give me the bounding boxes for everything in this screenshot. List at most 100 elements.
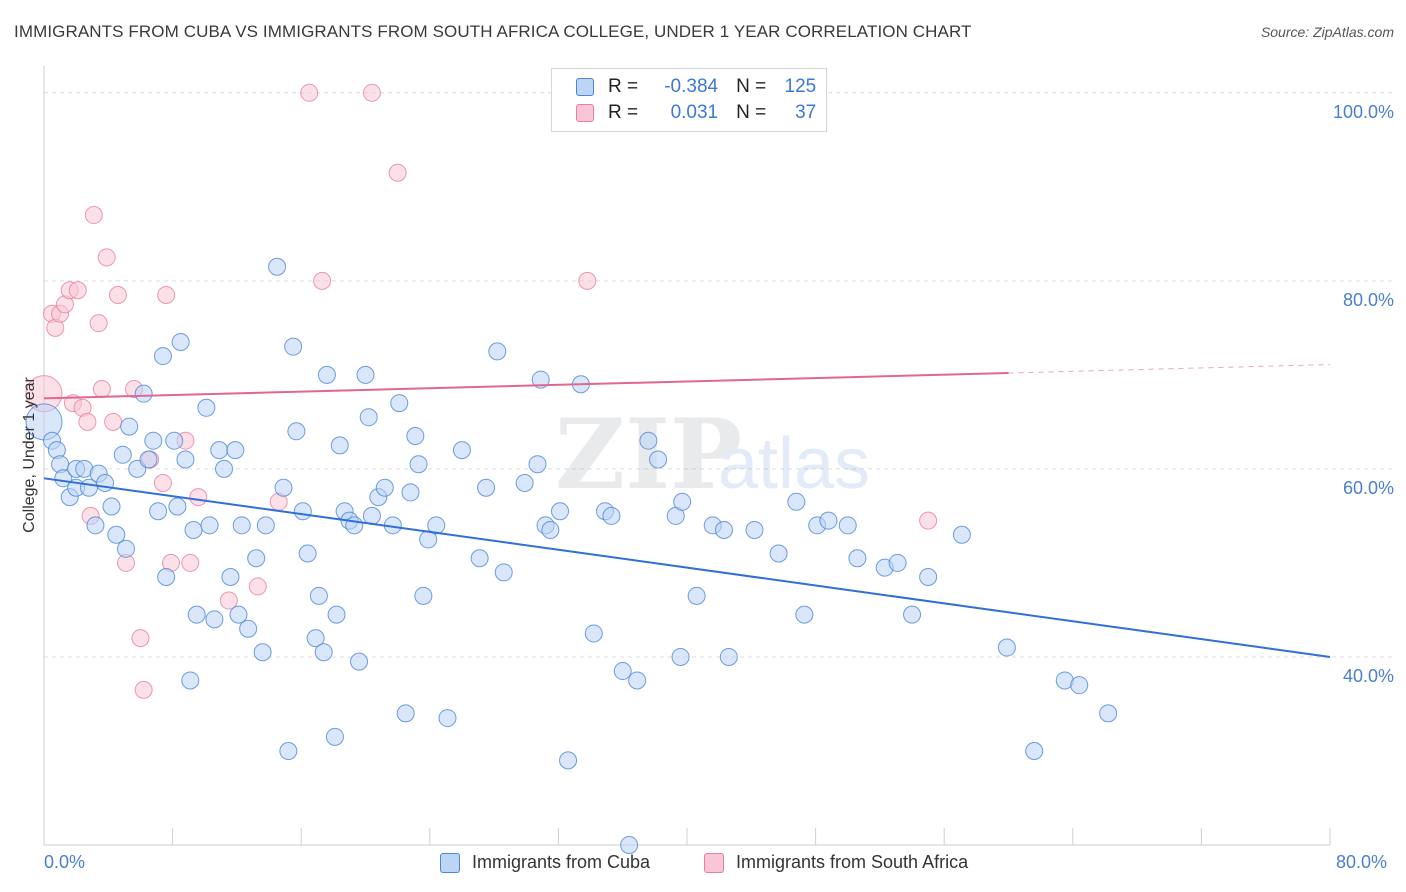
- cuba-point: [438, 709, 457, 728]
- cuba-point: [903, 605, 922, 624]
- south-africa-trend-extension: [1008, 364, 1331, 374]
- cuba-point: [787, 492, 806, 511]
- cuba-point: [401, 483, 420, 502]
- legend-n-label: N =: [736, 76, 767, 97]
- series-cuba: [25, 257, 1118, 854]
- legend-row-cuba: R = -0.384 N = 125: [576, 75, 816, 99]
- cuba-point: [200, 516, 219, 535]
- cuba-point: [113, 445, 132, 464]
- south-africa-point: [362, 83, 381, 102]
- south-africa-point: [92, 379, 111, 398]
- cuba-point: [620, 836, 639, 854]
- cuba-point: [848, 549, 867, 568]
- source-credit: Source: ZipAtlas.com: [1260, 24, 1394, 40]
- cuba-point: [205, 610, 224, 629]
- watermark: ZIP atlas: [555, 398, 870, 511]
- legend-r-value: -0.384: [664, 76, 719, 97]
- south-africa-point: [108, 285, 127, 304]
- south-africa-point: [388, 163, 407, 182]
- cuba-point: [390, 394, 409, 413]
- cuba-point: [714, 521, 733, 540]
- legend-label-cuba: Immigrants from Cuba: [472, 852, 651, 872]
- cuba-point: [584, 624, 603, 643]
- cuba-point: [226, 441, 245, 460]
- trend-lines: [43, 364, 1331, 658]
- cuba-point: [153, 347, 172, 366]
- cuba-point: [477, 478, 496, 497]
- south-africa-point: [89, 314, 108, 333]
- cuba-point: [171, 332, 190, 351]
- legend-item-cuba[interactable]: Immigrants from Cuba: [440, 852, 650, 873]
- watermark-zip: ZIP: [555, 398, 742, 511]
- south-africa-point: [97, 248, 116, 267]
- cuba-point: [551, 502, 570, 521]
- cuba-point: [325, 727, 344, 746]
- legend-item-south-africa[interactable]: Immigrants from South Africa: [704, 852, 968, 873]
- cuba-point: [176, 450, 195, 469]
- cuba-point: [221, 568, 240, 587]
- cuba-point: [769, 544, 788, 563]
- cuba-point: [229, 605, 248, 624]
- cuba-point: [157, 568, 176, 587]
- south-africa-point: [153, 474, 172, 493]
- chart-title: IMMIGRANTS FROM CUBA VS IMMIGRANTS FROM …: [14, 22, 972, 41]
- cuba-point: [284, 337, 303, 356]
- cuba-point: [1099, 704, 1118, 723]
- cuba-point: [356, 365, 375, 384]
- cuba-point: [210, 441, 229, 460]
- south-africa-point: [919, 511, 938, 530]
- cuba-point: [952, 525, 971, 544]
- cuba-point: [531, 370, 550, 389]
- cuba-point: [649, 450, 668, 469]
- y-tick-label: 60.0%: [1343, 478, 1394, 498]
- cuba-point: [116, 539, 135, 558]
- cuba-point: [298, 544, 317, 563]
- cuba-point: [414, 586, 433, 605]
- legend-swatch-cuba: [440, 852, 460, 873]
- south-africa-point: [300, 83, 319, 102]
- cuba-point: [215, 459, 234, 478]
- cuba-point: [256, 516, 275, 535]
- legend-r-label: R =: [608, 76, 639, 97]
- legend-r-value: 0.031: [670, 102, 719, 123]
- cuba-point: [139, 450, 158, 469]
- cuba-point: [253, 643, 272, 662]
- south-africa-point: [248, 577, 267, 596]
- legend-n-value: 125: [784, 76, 817, 97]
- cuba-point: [452, 441, 471, 460]
- south-africa-point: [78, 412, 97, 431]
- legend-swatch-south-africa: [576, 104, 594, 122]
- cuba-point: [187, 605, 206, 624]
- correlation-legend: R = -0.384 N = 125 R = 0.031 N = 37: [551, 68, 827, 132]
- cuba-point: [247, 549, 266, 568]
- south-africa-point: [68, 281, 87, 300]
- cuba-point: [232, 516, 251, 535]
- cuba-point: [287, 422, 306, 441]
- south-africa-point: [578, 271, 597, 290]
- cuba-point: [919, 568, 938, 587]
- axes: [43, 66, 1331, 846]
- legend-row-south-africa: R = 0.031 N = 37: [576, 101, 816, 125]
- cuba-point: [274, 478, 293, 497]
- cuba-point: [628, 671, 647, 690]
- cuba-point: [559, 751, 578, 770]
- cuba-point: [120, 417, 139, 436]
- y-tick-label: 100.0%: [1333, 102, 1394, 122]
- cuba-point: [165, 431, 184, 450]
- cuba-point: [345, 516, 364, 535]
- legend-swatch-south-africa: [704, 852, 724, 873]
- y-tick-label: 80.0%: [1343, 290, 1394, 310]
- cuba-point: [997, 638, 1016, 657]
- y-tick-label: 40.0%: [1343, 666, 1394, 686]
- cuba-point: [541, 521, 560, 540]
- cuba-point: [309, 586, 328, 605]
- cuba-point: [838, 516, 857, 535]
- y-tick-labels: 40.0% 60.0% 80.0% 100.0%: [1333, 102, 1394, 686]
- legend-n-label: N =: [736, 102, 767, 123]
- cuba-point: [327, 605, 346, 624]
- cuba-point: [745, 521, 764, 540]
- cuba-trend-line: [43, 477, 1331, 658]
- cuba-point: [719, 647, 738, 666]
- south-africa-point: [189, 488, 208, 507]
- cuba-point: [515, 474, 534, 493]
